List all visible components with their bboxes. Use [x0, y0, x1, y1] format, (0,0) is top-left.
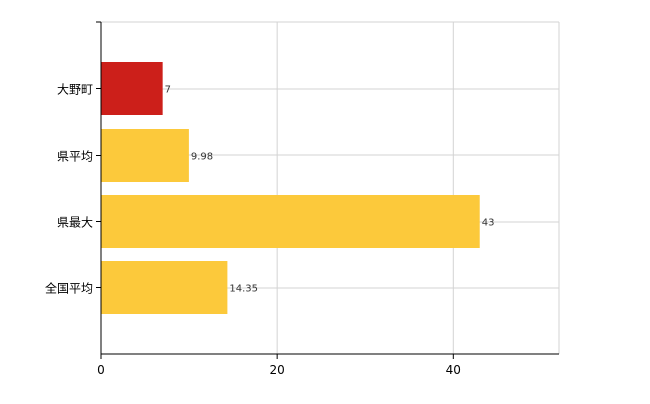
- axes: [100, 22, 559, 355]
- bar: [101, 129, 189, 182]
- data-label: 9.98: [191, 152, 213, 163]
- bars: [101, 62, 480, 314]
- bar: [101, 261, 228, 314]
- bar: [101, 62, 163, 115]
- labels: 7 大野町 9.98 県平均 43 県最大 14.35 全国平均 0 20 40: [45, 21, 495, 377]
- y-tick-label: 県最大: [57, 216, 93, 230]
- y-tick-label: 大野町: [57, 83, 93, 97]
- data-label: 7: [165, 85, 171, 96]
- x-tick-label: 40: [446, 363, 461, 377]
- y-tick-label: 県平均: [57, 150, 93, 164]
- x-tick-label: 0: [97, 363, 105, 377]
- data-label: 14.35: [229, 284, 258, 295]
- data-label: 43: [482, 218, 495, 229]
- y-tick-label: 全国平均: [45, 281, 93, 296]
- x-tick-label: 20: [270, 363, 285, 377]
- bar: [101, 195, 480, 248]
